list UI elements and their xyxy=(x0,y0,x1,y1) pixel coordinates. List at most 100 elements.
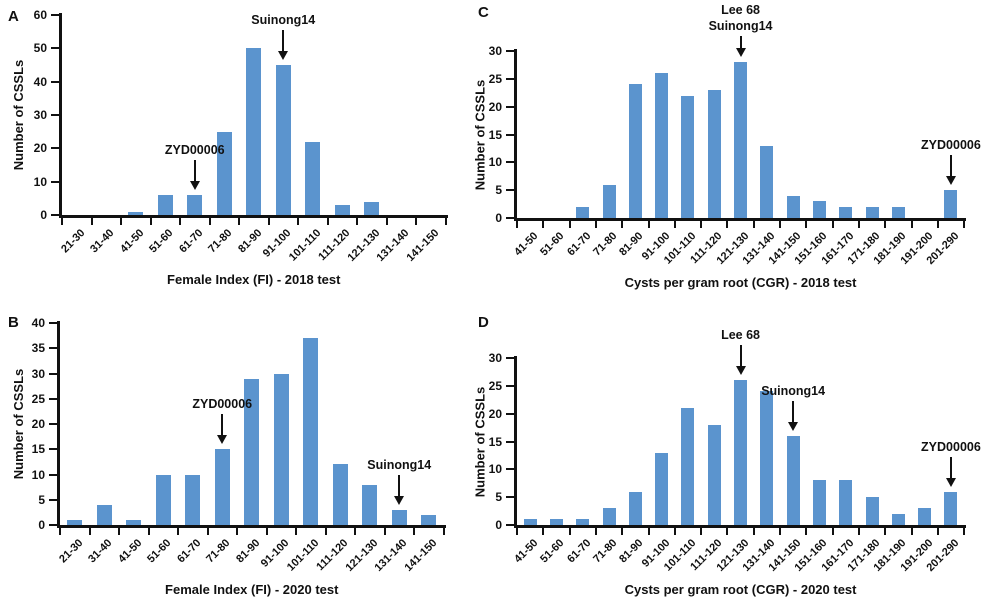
annotation-arrow-head xyxy=(189,181,200,190)
x-tick xyxy=(621,221,624,228)
bar xyxy=(944,190,958,218)
annotation-arrow-line xyxy=(398,474,401,497)
x-tick xyxy=(700,221,703,228)
x-tick xyxy=(413,528,415,535)
y-tick-label: 30 xyxy=(488,351,502,365)
y-tick xyxy=(49,473,57,476)
annotation-label: Lee 68 Suinong14 xyxy=(708,3,773,33)
y-tick-label: 15 xyxy=(488,127,502,142)
x-axis-title: Cysts per gram root (CGR) - 2020 test xyxy=(624,582,857,597)
y-tick-label: 50 xyxy=(33,41,47,56)
y-tick xyxy=(506,440,514,443)
x-tick xyxy=(805,221,808,228)
x-tick xyxy=(884,528,887,535)
y-tick-label: 15 xyxy=(488,434,502,449)
x-tick xyxy=(726,528,729,535)
x-tick xyxy=(910,528,913,535)
y-axis-line xyxy=(514,356,517,527)
bar xyxy=(523,519,537,525)
bar xyxy=(576,519,590,525)
x-tick xyxy=(700,528,703,535)
y-tick xyxy=(51,214,59,216)
bar xyxy=(655,73,669,218)
y-tick xyxy=(49,372,57,375)
x-tick xyxy=(779,221,781,228)
panel-d: D Number of CSSLs Cysts per gram root (C… xyxy=(470,300,984,615)
annotation-arrow-head xyxy=(735,48,746,58)
y-tick-label: 5 xyxy=(38,492,45,507)
y-tick xyxy=(506,105,514,108)
annotation-arrow-line xyxy=(282,30,285,52)
annotation-arrow-line xyxy=(949,155,952,178)
x-tick xyxy=(805,528,808,535)
bar xyxy=(576,206,590,218)
y-tick-label: 10 xyxy=(31,467,45,482)
bar xyxy=(334,205,350,215)
y-tick xyxy=(506,384,514,387)
y-tick-label: 25 xyxy=(31,391,45,406)
x-tick xyxy=(236,528,238,535)
y-tick-label: 20 xyxy=(31,417,45,431)
x-tick xyxy=(179,218,181,225)
y-tick xyxy=(49,524,57,526)
bar xyxy=(865,206,879,218)
bar xyxy=(332,464,348,525)
bar xyxy=(549,519,563,525)
bar xyxy=(760,145,774,218)
y-tick xyxy=(51,47,59,50)
x-tick xyxy=(963,528,966,535)
x-tick xyxy=(594,221,597,228)
x-axis-title: Female Index (FI) - 2020 test xyxy=(165,582,339,597)
x-tick xyxy=(936,528,939,535)
x-tick xyxy=(297,218,299,225)
bar xyxy=(273,373,289,525)
y-tick-label: 30 xyxy=(488,44,502,58)
bar xyxy=(944,491,958,525)
bar xyxy=(786,195,800,218)
x-tick xyxy=(238,218,240,225)
y-tick-label: 5 xyxy=(495,183,502,198)
y-tick-label: 60 xyxy=(33,8,47,22)
annotation-arrow-head xyxy=(394,495,405,505)
y-tick-label: 10 xyxy=(488,155,502,170)
bar xyxy=(681,95,695,218)
y-tick-label: 25 xyxy=(488,71,502,86)
bar xyxy=(602,508,616,525)
annotation-arrow-line xyxy=(792,400,795,423)
x-axis-line xyxy=(514,525,967,528)
x-tick xyxy=(831,528,834,535)
x-axis-line xyxy=(514,218,967,221)
x-tick xyxy=(857,221,860,228)
bar xyxy=(421,514,437,525)
y-tick-label: 0 xyxy=(38,518,45,532)
x-tick xyxy=(208,218,211,225)
annotation-arrow-line xyxy=(739,36,742,50)
x-tick xyxy=(568,221,571,228)
bar xyxy=(157,195,173,215)
x-tick xyxy=(88,528,91,535)
x-tick xyxy=(647,528,650,535)
bar xyxy=(891,513,905,525)
y-tick-label: 0 xyxy=(495,518,502,532)
y-tick-label: 25 xyxy=(488,378,502,393)
x-tick xyxy=(673,221,676,228)
annotation-label: Lee 68 xyxy=(721,328,760,343)
x-tick xyxy=(295,528,297,535)
panel-c: C Number of CSSLs Cysts per gram root (C… xyxy=(470,0,984,300)
annotation-arrow-head xyxy=(278,51,289,60)
x-tick xyxy=(442,528,445,535)
x-tick xyxy=(149,218,152,225)
x-tick xyxy=(356,218,358,225)
annotation-arrow-line xyxy=(221,414,224,437)
y-tick xyxy=(51,80,59,83)
bar xyxy=(364,201,380,215)
x-tick xyxy=(568,528,571,535)
x-tick xyxy=(621,528,624,535)
bar xyxy=(707,89,721,218)
y-tick-label: 15 xyxy=(31,442,45,457)
x-tick xyxy=(206,528,209,535)
bar xyxy=(244,378,260,525)
y-tick-label: 35 xyxy=(31,341,45,356)
bar xyxy=(707,424,721,525)
